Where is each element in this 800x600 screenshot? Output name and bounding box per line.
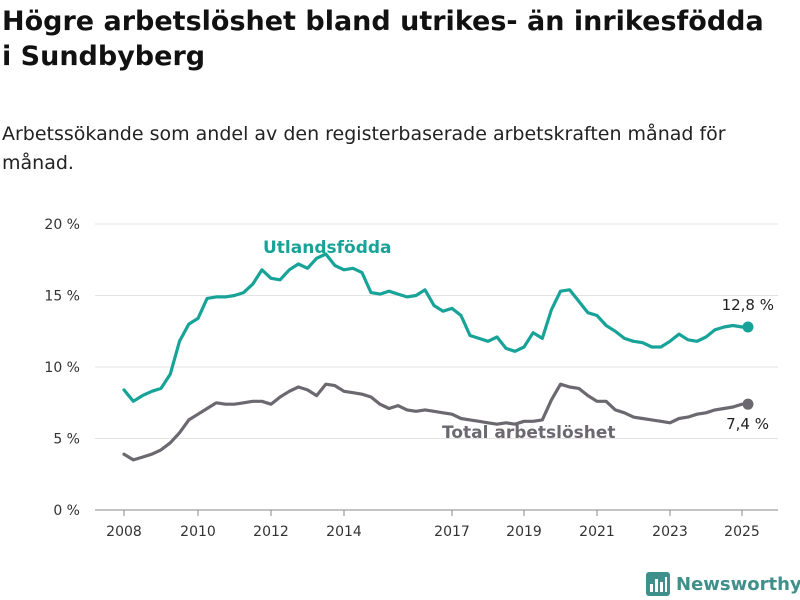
y-tick-label: 0 % [53, 503, 80, 519]
x-tick-label: 2017 [434, 524, 470, 540]
series-lines [122, 252, 754, 462]
y-tick-label: 20 % [44, 217, 80, 233]
x-tick-label: 2023 [652, 524, 688, 540]
chart-subtitle: Arbetssökande som andel av den registerb… [2, 123, 726, 174]
x-tick-label: 2012 [253, 524, 289, 540]
end-point-utlandsfodda [742, 321, 754, 333]
newsworthy-logo: Newsworthy [646, 570, 800, 598]
series-label-total: Total arbetslöshet [442, 423, 616, 443]
y-tick-label: 5 % [53, 432, 80, 448]
x-tick-label: 2019 [506, 524, 542, 540]
chart-labels: Utlandsfödda Total arbetslöshet 12,8 % 7… [263, 238, 774, 443]
series-line-utlandsfodda [122, 252, 750, 403]
end-point-total [742, 398, 754, 410]
grid [95, 223, 778, 511]
chart-title: Högre arbetslöshet bland utrikes- än inr… [2, 6, 764, 72]
bar-chart-icon [646, 572, 670, 596]
x-tick-label: 2008 [106, 524, 142, 540]
y-tick-label: 15 % [44, 289, 80, 305]
end-label-utlandsfodda: 12,8 % [722, 296, 774, 314]
x-tick-label: 2010 [180, 524, 216, 540]
x-tick-label: 2014 [326, 524, 362, 540]
x-tick-label: 2021 [579, 524, 615, 540]
x-tick-label: 2025 [724, 524, 760, 540]
series-label-utlandsfodda: Utlandsfödda [263, 238, 392, 258]
brand-name: Newsworthy [676, 573, 800, 595]
y-tick-label: 10 % [44, 360, 80, 376]
series-line-total [122, 382, 750, 462]
end-label-total: 7,4 % [726, 415, 769, 433]
axes: 0 % 5 % 10 % 15 % 20 % 2008 2010 2012 2014 2017 20… [44, 217, 759, 540]
